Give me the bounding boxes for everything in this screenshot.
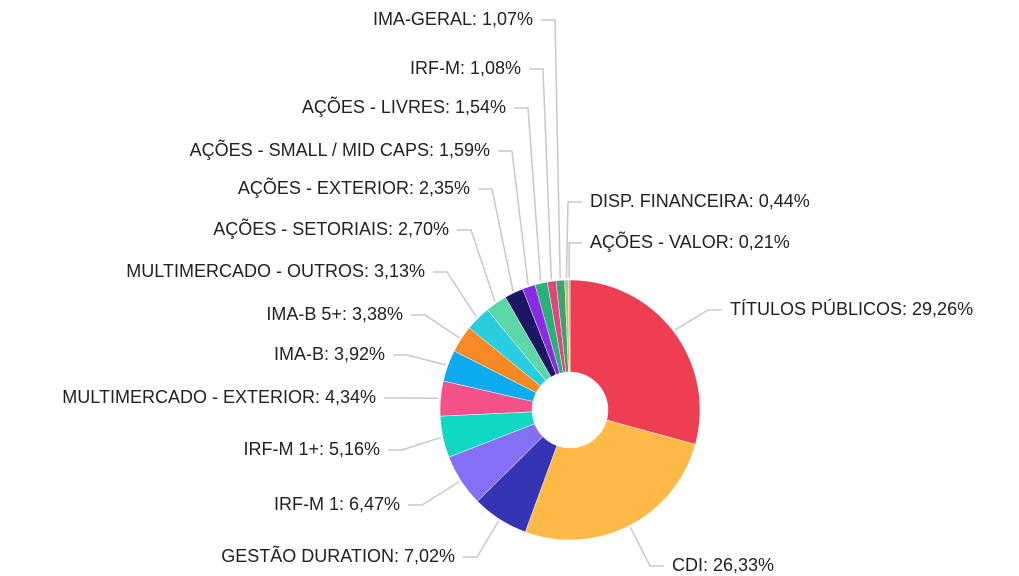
leader-line xyxy=(478,188,514,292)
leader-line xyxy=(433,271,478,318)
data-label: GESTÃO DURATION: 7,02% xyxy=(221,545,455,566)
leader-line xyxy=(568,242,582,279)
slice xyxy=(569,279,701,445)
leader-line xyxy=(411,314,460,339)
leader-line xyxy=(629,527,664,567)
data-label: CDI: 26,33% xyxy=(672,555,774,575)
data-label: IRF-M: 1,08% xyxy=(410,58,521,78)
leader-line xyxy=(408,481,460,506)
leader-line xyxy=(388,436,442,451)
data-label: IMA-B: 3,92% xyxy=(274,344,385,364)
leader-line xyxy=(498,150,529,285)
slice xyxy=(568,279,571,373)
leader-line xyxy=(463,520,500,558)
leader-line xyxy=(514,107,542,282)
leader-line xyxy=(457,229,496,302)
data-label: AÇÕES - EXTERIOR: 2,35% xyxy=(238,177,470,198)
data-label: IMA-GERAL: 1,07% xyxy=(373,9,533,29)
data-label: IRF-M 1+: 5,16% xyxy=(243,439,380,459)
data-label: MULTIMERCADO - EXTERIOR: 4,34% xyxy=(62,387,376,407)
data-label: AÇÕES - LIVRES: 1,54% xyxy=(302,96,506,117)
data-label: AÇÕES - SETORIAIS: 2,70% xyxy=(213,218,449,239)
data-label: AÇÕES - VALOR: 0,21% xyxy=(590,231,790,252)
data-label: IRF-M 1: 6,47% xyxy=(274,494,400,514)
data-label: IMA-B 5+: 3,38% xyxy=(266,304,403,324)
data-label: DISP. FINANCEIRA: 0,44% xyxy=(590,191,810,211)
data-label: AÇÕES - SMALL / MID CAPS: 1,59% xyxy=(190,139,490,160)
leader-line xyxy=(541,19,561,279)
leader-line xyxy=(674,309,722,331)
leader-line xyxy=(393,354,447,366)
data-label: TÍTULOS PÚBLICOS: 29,26% xyxy=(730,298,973,319)
leader-line xyxy=(529,68,553,280)
slice xyxy=(524,419,696,541)
leader-line xyxy=(565,201,582,279)
data-label: MULTIMERCADO - OUTROS: 3,13% xyxy=(126,261,425,281)
